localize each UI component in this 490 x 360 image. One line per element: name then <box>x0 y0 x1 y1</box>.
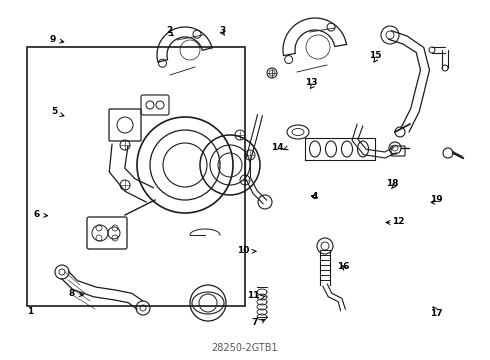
Text: 8: 8 <box>68 289 74 298</box>
Text: 7: 7 <box>251 318 257 327</box>
Text: 6: 6 <box>34 210 40 219</box>
Bar <box>27 47 245 306</box>
Text: 3: 3 <box>220 26 226 35</box>
Text: 28250-2GTB1: 28250-2GTB1 <box>212 343 278 353</box>
Text: 17: 17 <box>430 309 442 318</box>
Text: 1: 1 <box>27 307 33 316</box>
Text: 15: 15 <box>368 51 381 60</box>
Text: 14: 14 <box>270 143 283 152</box>
Text: 18: 18 <box>386 179 398 188</box>
Text: 5: 5 <box>51 107 58 116</box>
Text: 2: 2 <box>166 26 172 35</box>
Text: 16: 16 <box>337 262 349 271</box>
Text: 12: 12 <box>392 217 405 226</box>
Text: 9: 9 <box>50 35 56 44</box>
Text: 10: 10 <box>238 246 250 255</box>
Text: 13: 13 <box>305 78 318 87</box>
Text: 4: 4 <box>311 192 318 201</box>
Text: 11: 11 <box>247 291 260 300</box>
Text: 19: 19 <box>430 195 442 204</box>
